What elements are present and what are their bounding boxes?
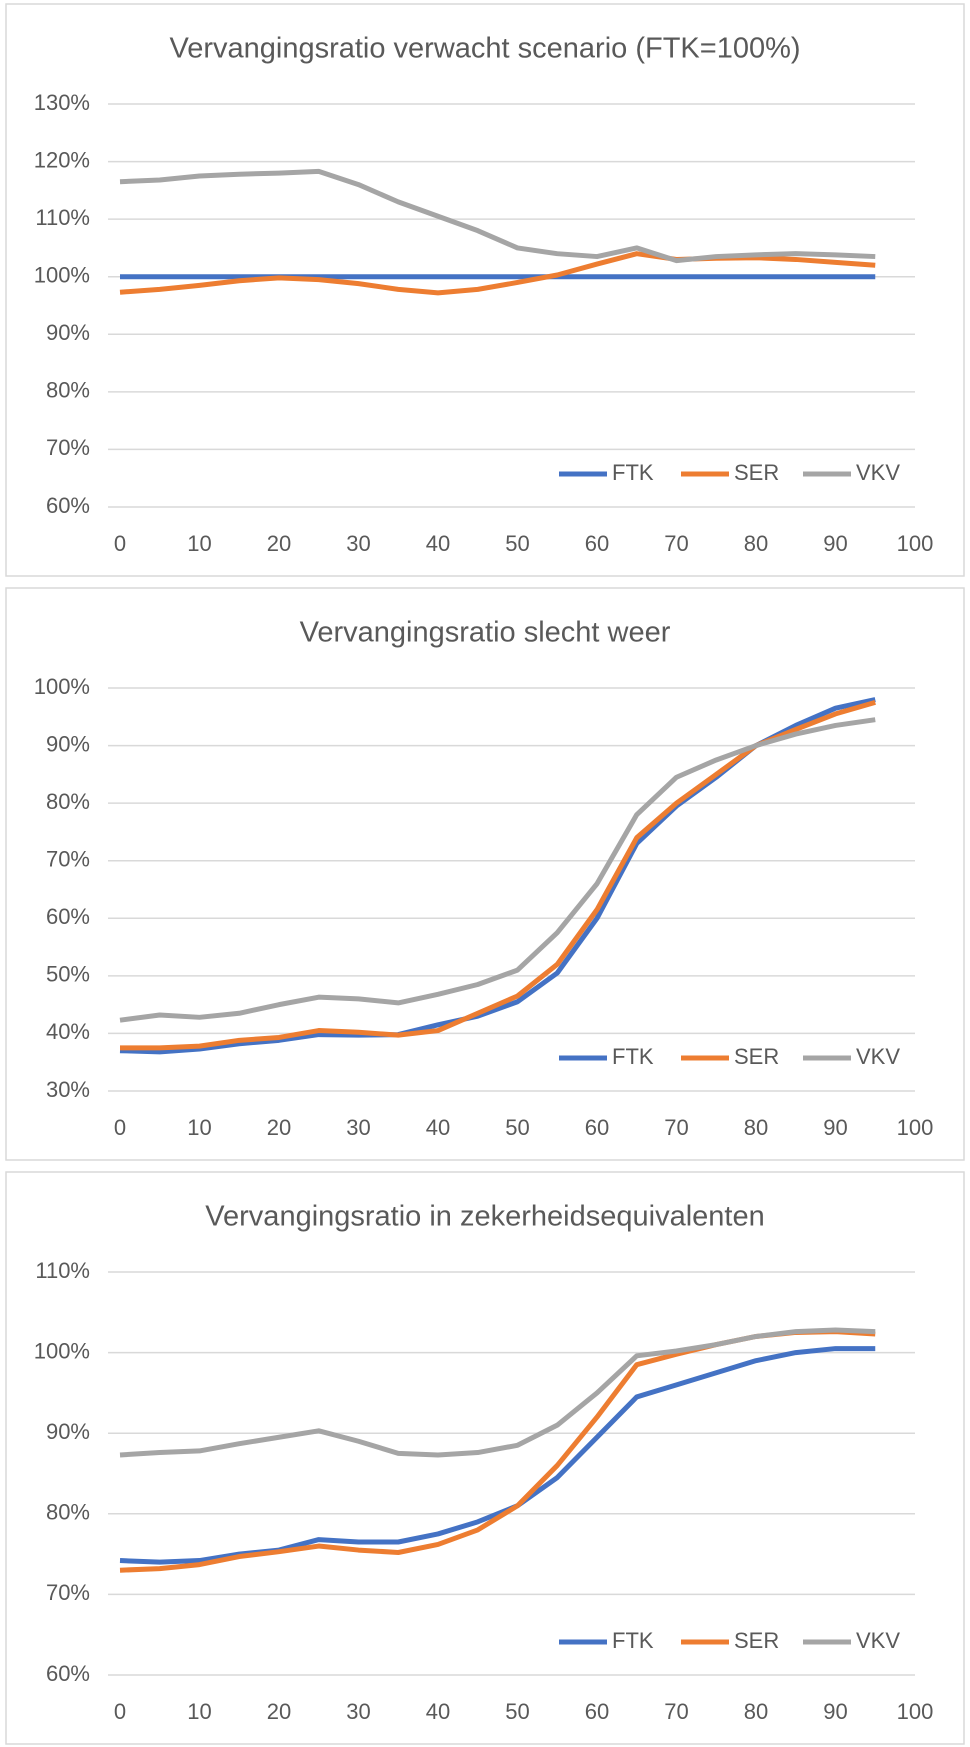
y-tick-label: 80% xyxy=(46,789,90,814)
data-line xyxy=(119,168,876,264)
x-tick-label: 100 xyxy=(897,1699,934,1724)
legend-label: SER xyxy=(734,1044,779,1069)
x-tick-label: 50 xyxy=(505,1699,529,1724)
x-tick-label: 40 xyxy=(426,531,450,556)
x-tick-label: 90 xyxy=(823,1115,847,1140)
x-tick-label: 10 xyxy=(187,1115,211,1140)
data-line xyxy=(119,1327,876,1458)
x-tick-label: 100 xyxy=(897,531,934,556)
x-tick-label: 10 xyxy=(187,1699,211,1724)
y-tick-label: 30% xyxy=(46,1077,90,1102)
x-tick-label: 100 xyxy=(897,1115,934,1140)
x-tick-label: 60 xyxy=(585,1115,609,1140)
chart-title: Vervangingsratio in zekerheidsequivalent… xyxy=(205,1201,764,1233)
x-tick-label: 30 xyxy=(346,531,370,556)
x-tick-label: 40 xyxy=(426,1115,450,1140)
x-tick-label: 80 xyxy=(744,531,768,556)
y-tick-label: 90% xyxy=(46,320,90,345)
chart-panel xyxy=(5,587,965,1161)
y-tick-label: 60% xyxy=(46,493,90,518)
x-tick-label: 60 xyxy=(585,531,609,556)
legend-label: FTK xyxy=(612,460,654,485)
chart-title: Vervangingsratio verwacht scenario (FTK=… xyxy=(169,33,800,65)
x-tick-label: 10 xyxy=(187,531,211,556)
chart-title: Vervangingsratio slecht weer xyxy=(300,617,671,649)
x-tick-label: 70 xyxy=(664,1115,688,1140)
y-tick-label: 120% xyxy=(34,147,90,172)
x-tick-label: 50 xyxy=(505,531,529,556)
y-tick-label: 60% xyxy=(46,904,90,929)
y-tick-label: 50% xyxy=(46,962,90,987)
y-tick-label: 80% xyxy=(46,1500,90,1525)
x-tick-label: 70 xyxy=(664,1699,688,1724)
data-line xyxy=(119,251,876,296)
y-tick-label: 130% xyxy=(34,90,90,115)
x-tick-label: 0 xyxy=(114,1115,126,1140)
y-tick-label: 70% xyxy=(46,1580,90,1605)
legend-label: VKV xyxy=(856,1044,900,1069)
x-tick-label: 0 xyxy=(114,531,126,556)
y-tick-label: 40% xyxy=(46,1019,90,1044)
chart-panel xyxy=(5,1171,965,1745)
y-tick-label: 70% xyxy=(46,847,90,872)
data-line xyxy=(119,717,876,1023)
legend-label: SER xyxy=(734,1628,779,1653)
legend-label: FTK xyxy=(612,1044,654,1069)
x-tick-label: 0 xyxy=(114,1699,126,1724)
y-tick-label: 90% xyxy=(46,1419,90,1444)
x-tick-label: 90 xyxy=(823,1699,847,1724)
x-tick-label: 80 xyxy=(744,1115,768,1140)
x-tick-label: 30 xyxy=(346,1699,370,1724)
legend-label: SER xyxy=(734,460,779,485)
x-tick-label: 80 xyxy=(744,1699,768,1724)
y-tick-label: 110% xyxy=(35,205,90,230)
y-tick-label: 100% xyxy=(34,1338,90,1363)
y-tick-label: 60% xyxy=(46,1661,90,1686)
y-tick-label: 100% xyxy=(34,263,90,288)
y-tick-label: 110% xyxy=(35,1258,90,1283)
y-tick-label: 100% xyxy=(34,674,90,699)
x-tick-label: 50 xyxy=(505,1115,529,1140)
y-tick-label: 80% xyxy=(46,378,90,403)
x-tick-label: 60 xyxy=(585,1699,609,1724)
x-tick-label: 20 xyxy=(267,1699,291,1724)
x-tick-label: 40 xyxy=(426,1699,450,1724)
x-tick-label: 70 xyxy=(664,531,688,556)
x-tick-label: 20 xyxy=(267,531,291,556)
x-tick-label: 30 xyxy=(346,1115,370,1140)
x-tick-label: 20 xyxy=(267,1115,291,1140)
x-tick-label: 90 xyxy=(823,531,847,556)
legend-label: FTK xyxy=(612,1628,654,1653)
y-tick-label: 70% xyxy=(46,435,90,460)
legend-label: VKV xyxy=(856,1628,900,1653)
y-tick-label: 90% xyxy=(46,731,90,756)
legend-label: VKV xyxy=(856,460,900,485)
